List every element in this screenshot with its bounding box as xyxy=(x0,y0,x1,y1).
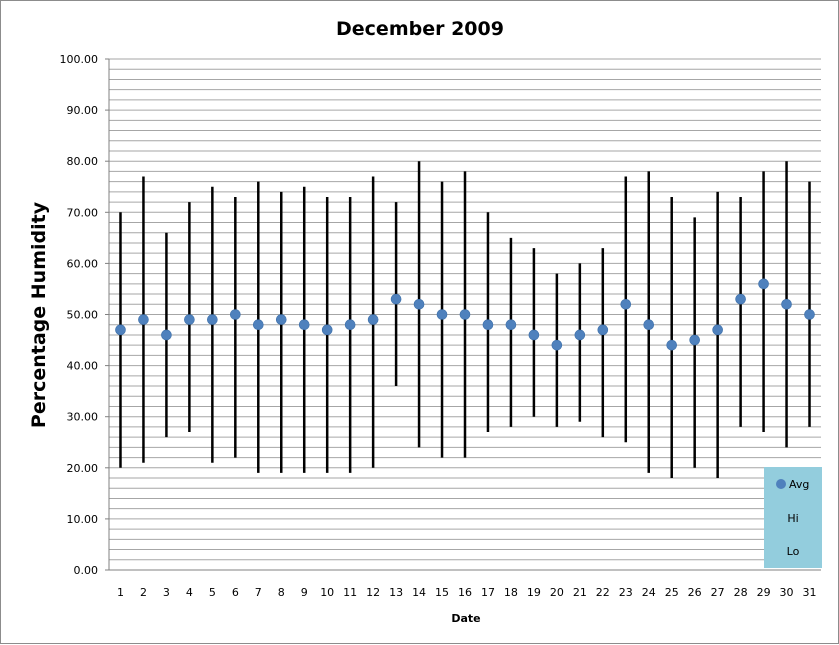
avg-marker xyxy=(275,314,287,325)
avg-marker xyxy=(298,319,310,331)
avg-marker xyxy=(551,339,563,351)
avg-marker xyxy=(252,319,264,331)
avg-marker xyxy=(207,314,218,325)
avg-marker xyxy=(436,309,448,320)
avg-marker xyxy=(115,324,126,336)
x-tick-label: 3 xyxy=(163,586,170,599)
avg-marker xyxy=(620,298,632,310)
y-tick-label: 20.00 xyxy=(67,462,99,475)
avg-marker xyxy=(161,329,172,341)
avg-marker xyxy=(321,324,333,336)
avg-marker xyxy=(689,334,700,346)
avg-marker xyxy=(804,309,815,320)
avg-marker xyxy=(459,309,471,320)
legend-background xyxy=(764,467,822,568)
x-tick-label: 31 xyxy=(803,586,817,599)
x-tick-label: 6 xyxy=(232,586,239,599)
x-tick-label: 16 xyxy=(458,586,472,599)
x-tick-label: 14 xyxy=(412,586,426,599)
legend: Avg Hi Lo xyxy=(764,467,822,568)
y-tick-label: 50.00 xyxy=(67,309,99,322)
legend-avg-label: Avg xyxy=(789,478,809,491)
x-tick-label: 13 xyxy=(389,586,403,599)
y-tick-label: 40.00 xyxy=(67,360,99,373)
x-tick-label: 11 xyxy=(343,586,357,599)
avg-marker xyxy=(574,329,586,341)
x-tick-label: 22 xyxy=(596,586,610,599)
x-tick-label: 29 xyxy=(757,586,771,599)
avg-marker xyxy=(184,314,195,325)
x-tick-label: 21 xyxy=(573,586,587,599)
x-tick-label: 24 xyxy=(642,586,656,599)
x-tick-label: 4 xyxy=(186,586,193,599)
y-tick-label: 100.00 xyxy=(60,53,99,66)
legend-avg-marker xyxy=(776,479,786,489)
avg-marker xyxy=(597,324,609,336)
avg-markers xyxy=(115,278,815,351)
avg-marker xyxy=(758,278,769,290)
y-tick-label: 90.00 xyxy=(67,104,99,117)
y-axis-label: Percentage Humidity xyxy=(28,201,50,428)
y-tick-label: 60.00 xyxy=(67,257,99,270)
x-tick-label: 17 xyxy=(481,586,495,599)
avg-marker xyxy=(344,319,356,331)
x-tick-labels: 1 2 3 4 5 6 7 8 9 10 11 12 13 14 15 16 17 18 19 20 21 22 23 24 2… xyxy=(117,586,817,599)
y-tick-label: 10.00 xyxy=(67,513,99,526)
y-tick-label: 80.00 xyxy=(67,155,99,168)
x-tick-label: 28 xyxy=(734,586,748,599)
y-tick-label: 30.00 xyxy=(67,411,99,424)
avg-marker xyxy=(505,319,517,331)
x-tick-label: 25 xyxy=(665,586,679,599)
avg-marker xyxy=(138,314,149,325)
x-tick-label: 30 xyxy=(780,586,794,599)
avg-marker xyxy=(413,298,425,310)
x-tick-label: 10 xyxy=(320,586,334,599)
avg-marker xyxy=(230,309,241,320)
x-tick-label: 27 xyxy=(711,586,725,599)
x-tick-label: 1 xyxy=(117,586,124,599)
avg-marker xyxy=(666,339,678,351)
x-tick-label: 9 xyxy=(301,586,308,599)
avg-marker xyxy=(528,329,540,341)
x-tick-label: 2 xyxy=(140,586,147,599)
chart-title: December 2009 xyxy=(336,18,504,40)
avg-marker xyxy=(643,319,655,331)
x-tick-label: 23 xyxy=(619,586,633,599)
avg-marker xyxy=(735,293,746,305)
avg-marker xyxy=(781,298,792,310)
x-axis-label: Date xyxy=(451,612,480,625)
avg-marker xyxy=(712,324,723,336)
x-tick-label: 7 xyxy=(255,586,262,599)
avg-marker xyxy=(390,293,402,305)
x-tick-label: 20 xyxy=(550,586,564,599)
y-tick-label: 70.00 xyxy=(67,206,99,219)
x-tick-label: 5 xyxy=(209,586,216,599)
legend-lo-label: Lo xyxy=(787,545,800,558)
legend-hi-label: Hi xyxy=(787,512,798,525)
x-tick-label: 26 xyxy=(688,586,702,599)
x-tick-label: 19 xyxy=(527,586,541,599)
y-tick-label: 0.00 xyxy=(74,564,99,577)
y-tick-labels: 0.00 10.00 20.00 30.00 40.00 50.00 60.00 70.00 8… xyxy=(60,53,109,577)
x-tick-label: 18 xyxy=(504,586,518,599)
x-tick-label: 12 xyxy=(366,586,380,599)
avg-marker xyxy=(482,319,494,331)
x-tick-label: 15 xyxy=(435,586,449,599)
avg-marker xyxy=(367,314,379,325)
x-tick-label: 8 xyxy=(278,586,285,599)
